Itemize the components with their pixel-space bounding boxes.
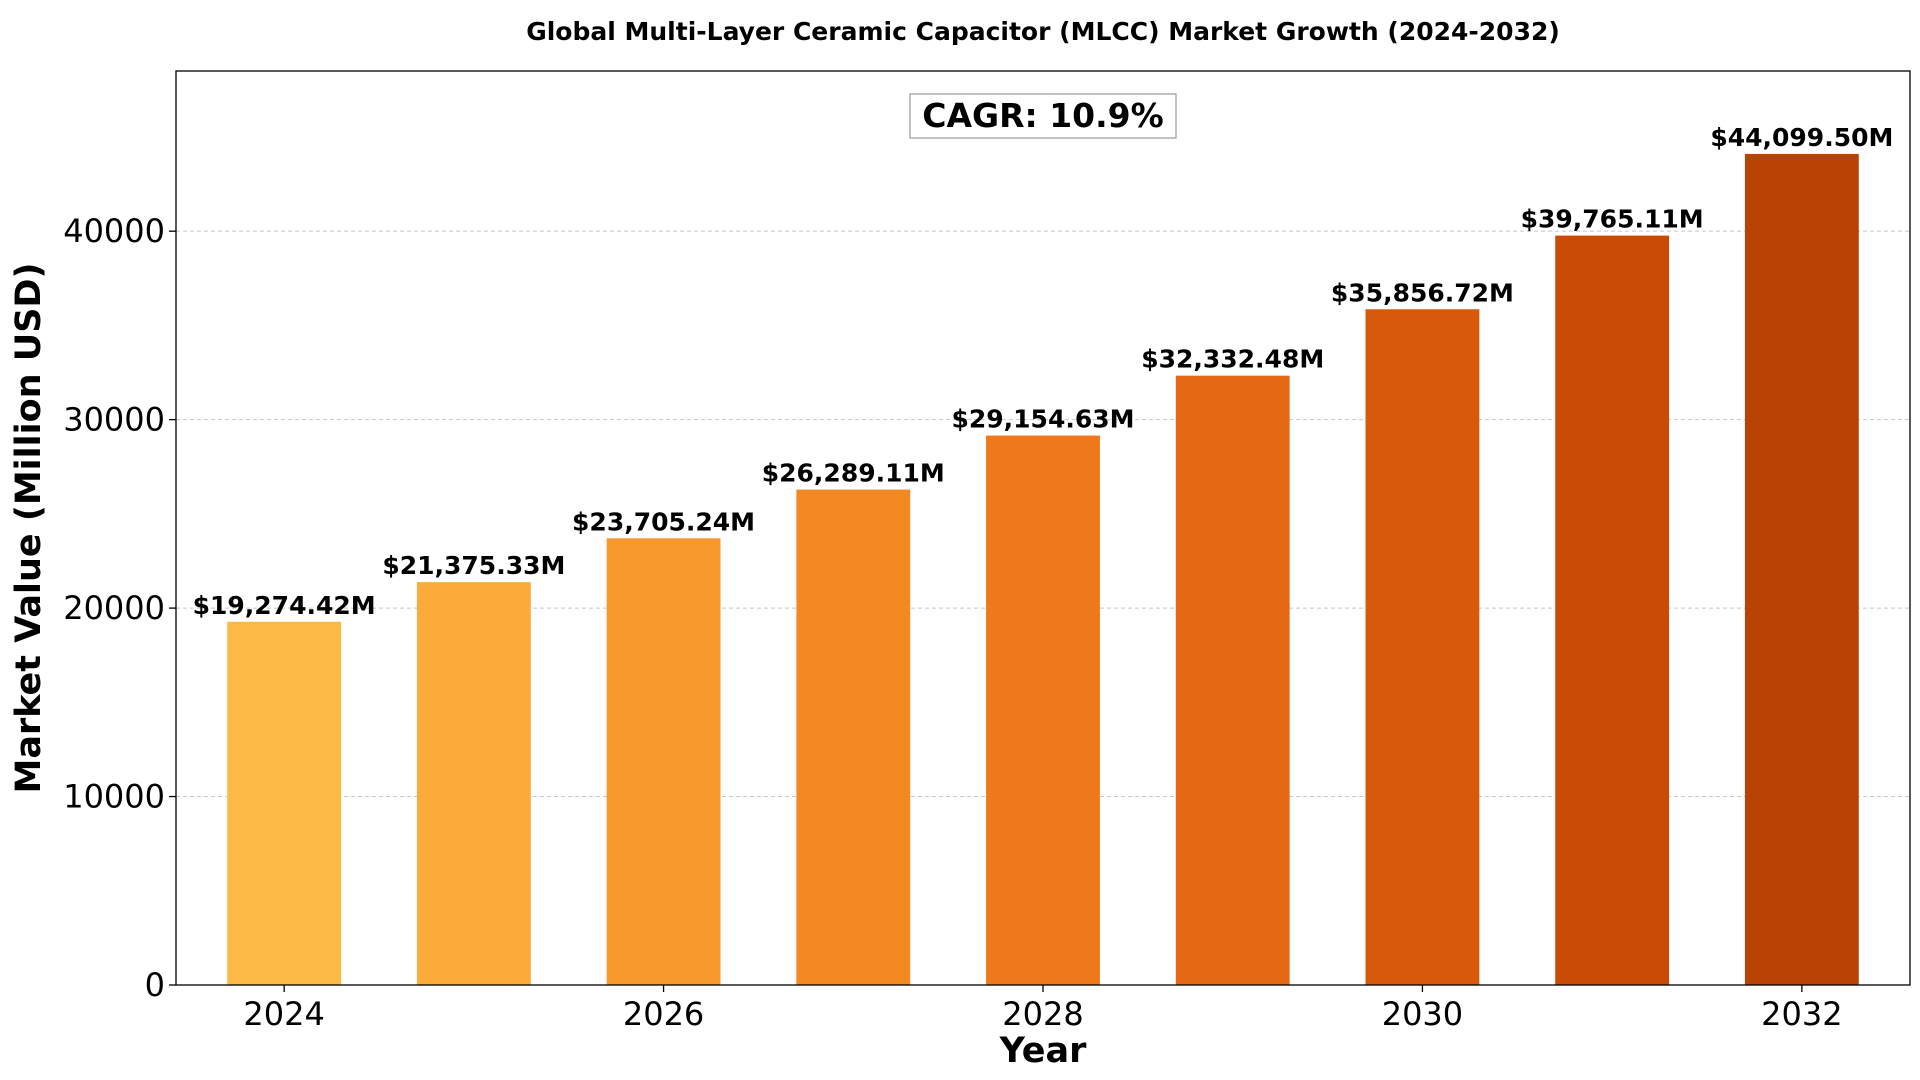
x-tick-label: 2032 bbox=[1761, 995, 1842, 1033]
bar-2024 bbox=[227, 621, 342, 985]
chart-title: Global Multi-Layer Ceramic Capacitor (ML… bbox=[526, 17, 1560, 46]
bar-2029 bbox=[1175, 375, 1290, 985]
x-tick-label: 2028 bbox=[1002, 995, 1083, 1033]
bar-2031 bbox=[1555, 235, 1670, 985]
bar-value-label-2032: $44,099.50M bbox=[1710, 123, 1893, 152]
bar-2025 bbox=[416, 582, 531, 985]
x-axis-label: Year bbox=[999, 1031, 1087, 1071]
bar-value-label-2027: $26,289.11M bbox=[762, 459, 945, 488]
cagr-box bbox=[909, 93, 1177, 139]
y-axis-label: Market Value (Million USD) bbox=[9, 263, 49, 794]
bar-layer bbox=[227, 153, 1859, 986]
bar-2030 bbox=[1365, 309, 1480, 985]
bar-2026 bbox=[606, 538, 721, 985]
tick-layer: 0 10000 20000 30000 40000 2024 2026 2028 2030 203… bbox=[63, 212, 1842, 1033]
bar-2028 bbox=[986, 435, 1100, 986]
y-tick-label: 30000 bbox=[63, 401, 165, 439]
y-tick-label: 40000 bbox=[63, 212, 165, 250]
bar-value-label-2031: $39,765.11M bbox=[1521, 205, 1704, 234]
cagr-text: CAGR: 10.9% bbox=[922, 96, 1163, 135]
bar-value-label-2030: $35,856.72M bbox=[1331, 278, 1514, 307]
bar-value-label-2026: $23,705.24M bbox=[572, 507, 755, 536]
x-tick-label: 2024 bbox=[243, 995, 324, 1033]
y-tick-label: 0 bbox=[145, 966, 165, 1004]
x-tick-label: 2030 bbox=[1382, 995, 1463, 1033]
cagr-annotation: CAGR: 10.9% bbox=[909, 93, 1177, 139]
bar-value-label-2028: $29,154.63M bbox=[951, 405, 1134, 434]
label-layer: $19,274.42M$21,375.33M$23,705.24M$26,289… bbox=[193, 123, 1894, 620]
x-tick-label: 2026 bbox=[623, 995, 704, 1033]
bar-value-label-2024: $19,274.42M bbox=[193, 591, 376, 620]
bar-2027 bbox=[796, 489, 911, 985]
bar-2032 bbox=[1744, 153, 1859, 985]
y-tick-label: 10000 bbox=[63, 778, 165, 816]
y-tick-label: 20000 bbox=[63, 589, 165, 627]
bar-value-label-2029: $32,332.48M bbox=[1141, 345, 1324, 374]
bar-value-label-2025: $21,375.33M bbox=[382, 551, 565, 580]
